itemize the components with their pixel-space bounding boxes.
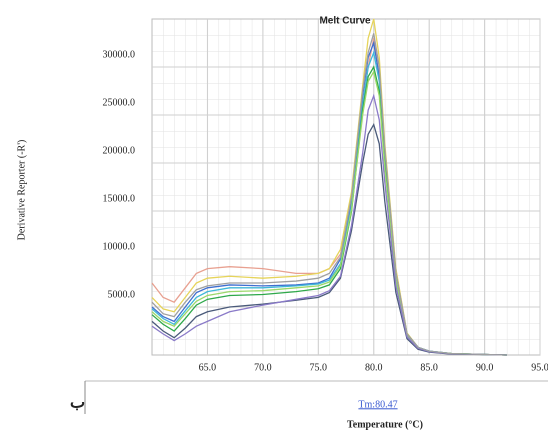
x-tick-label: 90.0 xyxy=(476,362,494,373)
y-tick-label: 15000.0 xyxy=(103,193,136,204)
y-tick-label: 10000.0 xyxy=(103,241,136,252)
tm-annotation: Tm:80.47 xyxy=(358,399,397,410)
plot-area xyxy=(151,18,541,356)
y-tick-label: 30000.0 xyxy=(103,49,136,60)
y-tick-label: 25000.0 xyxy=(103,97,136,108)
x-tick-label: 65.0 xyxy=(199,362,217,373)
x-tick-label: 75.0 xyxy=(310,362,328,373)
y-axis-label: Derivative Reporter (-R') xyxy=(16,140,27,241)
melt-curve xyxy=(151,33,507,356)
figure-label: ب xyxy=(70,395,85,412)
x-tick-label: 95.0 xyxy=(531,362,548,373)
x-axis-label: Temperature (°C) xyxy=(347,419,423,430)
x-tick-label: 80.0 xyxy=(365,362,383,373)
y-tick-label: 20000.0 xyxy=(103,145,136,156)
y-tick-label: 5000.0 xyxy=(108,289,136,300)
melt-curve xyxy=(151,122,507,356)
x-tick-label: 85.0 xyxy=(420,362,438,373)
x-tick-label: 70.0 xyxy=(254,362,272,373)
chart-title: Melt Curve xyxy=(319,16,371,27)
melt-curve xyxy=(151,93,507,356)
